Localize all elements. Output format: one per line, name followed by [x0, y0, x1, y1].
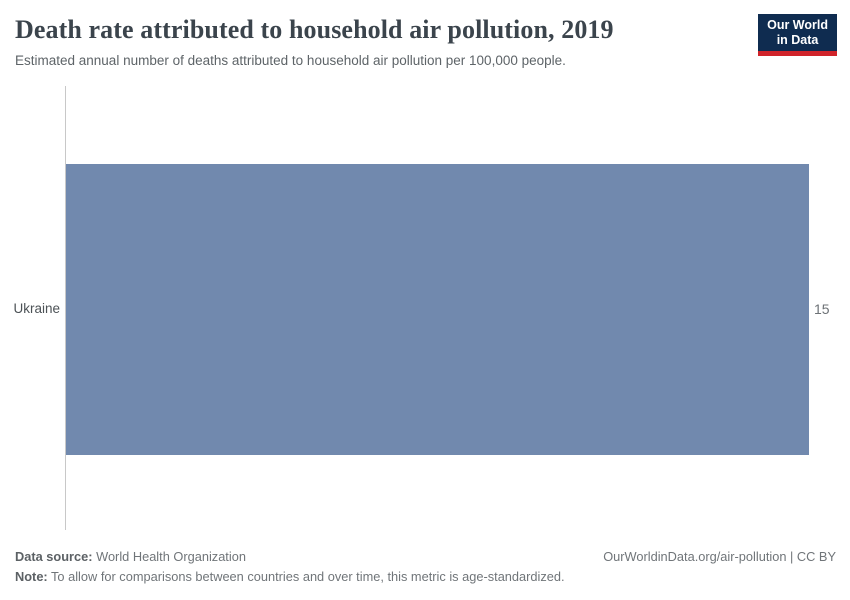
license-text: OurWorldinData.org/air-pollution | CC BY [603, 549, 836, 564]
data-source-value: World Health Organization [96, 549, 246, 564]
bar-ukraine [66, 164, 809, 455]
entity-label-ukraine: Ukraine [13, 301, 60, 316]
note-label: Note: [15, 569, 48, 584]
page-subtitle: Estimated annual number of deaths attrib… [15, 53, 566, 68]
owid-logo: Our World in Data [758, 14, 837, 56]
y-axis-line [65, 86, 66, 530]
data-source-label: Data source: [15, 549, 93, 564]
page-title: Death rate attributed to household air p… [15, 15, 614, 44]
bar-value-label: 15 [814, 301, 830, 317]
note-value: To allow for comparisons between countri… [51, 569, 565, 584]
owid-logo-line1: Our World [767, 18, 828, 32]
owid-logo-line2: in Data [776, 33, 819, 47]
note-line: Note: To allow for comparisons between c… [15, 569, 565, 584]
data-source-line: Data source: World Health Organization [15, 549, 246, 564]
